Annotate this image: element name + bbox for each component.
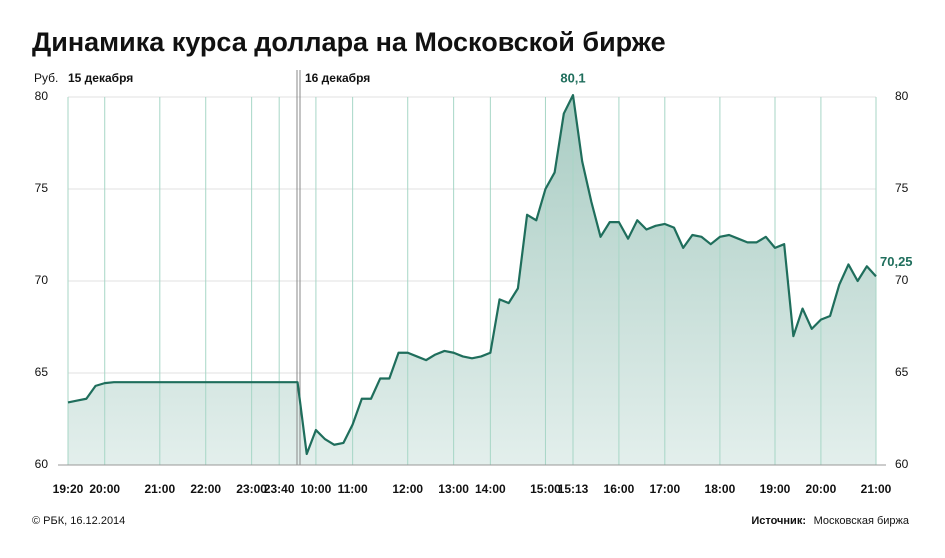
day-label: 15 декабря xyxy=(68,71,133,85)
y-tick-label: 80 xyxy=(35,89,49,103)
y-tick-label: 70 xyxy=(895,273,909,287)
x-tick-label: 17:00 xyxy=(649,482,680,496)
y-tick-label: 70 xyxy=(35,273,49,287)
source-label: Источник: xyxy=(751,515,806,527)
plot: 60 60 65 65 70 70 75 75 80 80 19:20 20:00 21:00 22:00… xyxy=(35,70,913,496)
x-tick-label: 20:00 xyxy=(806,482,837,496)
value-label: 80,1 xyxy=(560,71,585,86)
x-tick-label: 19:20 xyxy=(53,482,84,496)
copyright: © РБК, 16.12.2014 xyxy=(32,515,125,527)
y-tick-label: 60 xyxy=(895,457,909,471)
y-tick-label: 65 xyxy=(35,365,49,379)
x-tick-label: 20:00 xyxy=(89,482,120,496)
x-tick-label: 12:00 xyxy=(392,482,423,496)
value-label: 70,25 xyxy=(880,254,913,269)
line xyxy=(67,94,877,456)
y-unit: Руб. xyxy=(34,71,58,85)
x-tick-label: 21:00 xyxy=(144,482,175,496)
chart-title: Динамика курса доллара на Московской бир… xyxy=(32,27,666,57)
x-tick-label: 13:00 xyxy=(438,482,469,496)
y-tick-label: 75 xyxy=(895,181,909,195)
y-tick-label: 75 xyxy=(35,181,49,195)
x-tick-label: 19:00 xyxy=(760,482,791,496)
area xyxy=(68,95,876,465)
x-tick-label: 21:00 xyxy=(861,482,892,496)
x-tick-label: 10:00 xyxy=(301,482,332,496)
x-tick-label: 15:00 xyxy=(530,482,561,496)
x-tick-label: 16:00 xyxy=(604,482,635,496)
source: Московская биржа xyxy=(814,515,910,527)
x-tick-label: 23:40 xyxy=(264,482,295,496)
x-tick-label: 11:00 xyxy=(338,482,368,496)
x-tick-label: 22:00 xyxy=(190,482,221,496)
y-tick-label: 60 xyxy=(35,457,49,471)
x-tick-label: 18:00 xyxy=(705,482,736,496)
x-tick-label: 14:00 xyxy=(475,482,506,496)
x-tick-label: 23:00 xyxy=(236,482,267,496)
y-tick-label: 80 xyxy=(895,89,909,103)
day-label: 16 декабря xyxy=(305,71,370,85)
x-tick-label: 15:13 xyxy=(558,482,589,496)
y-tick-label: 65 xyxy=(895,365,909,379)
